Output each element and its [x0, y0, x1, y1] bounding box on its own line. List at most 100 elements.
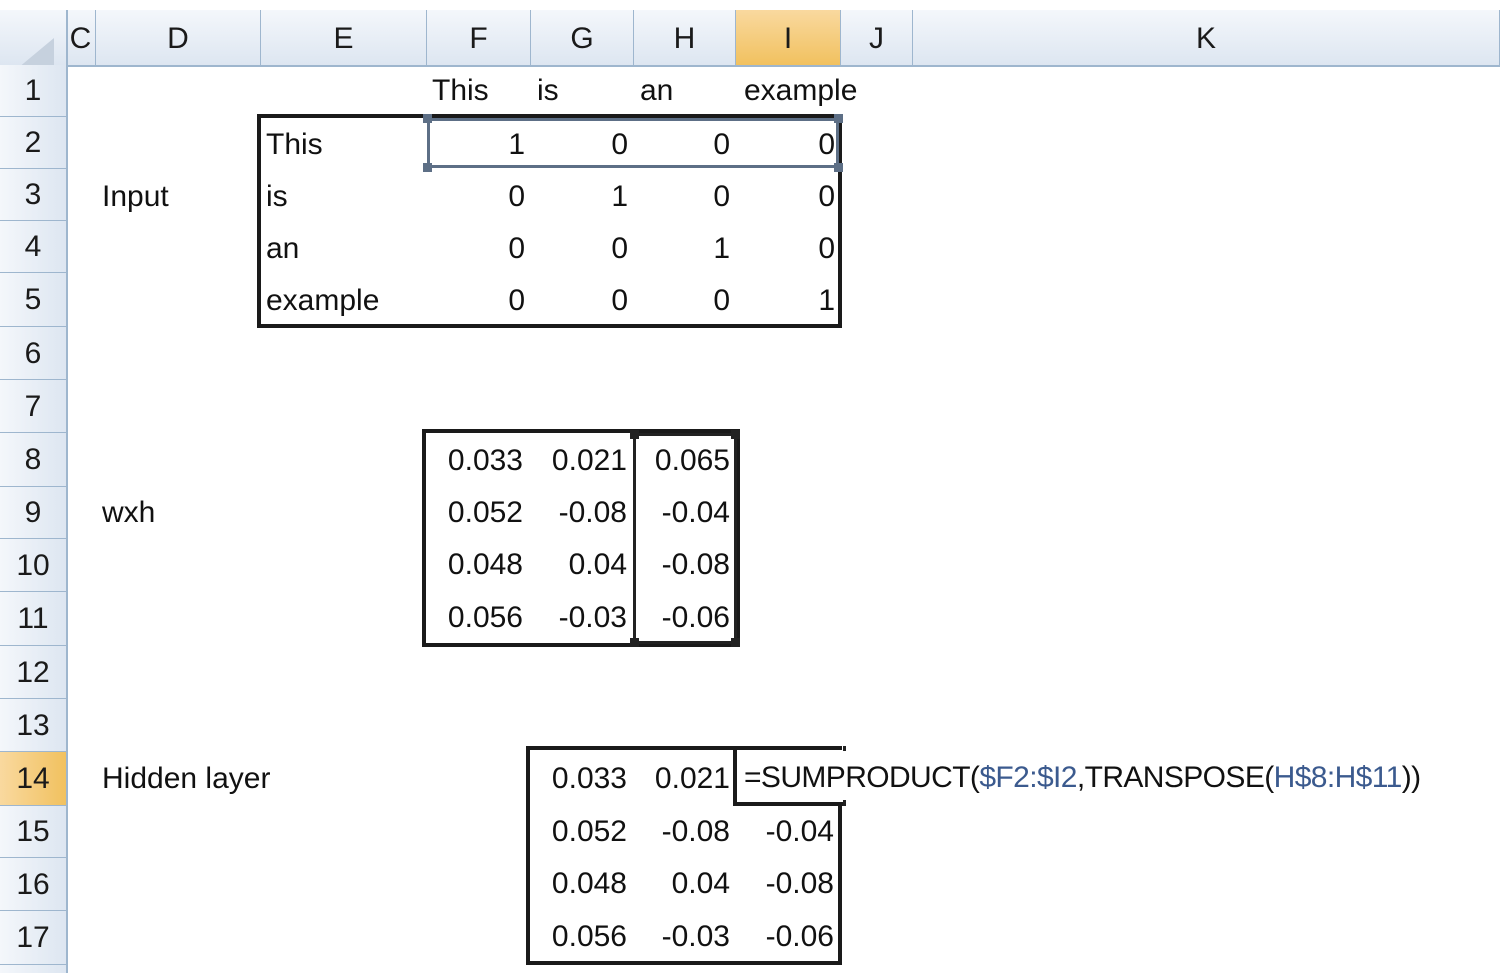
- hidden-matrix-border: [526, 746, 842, 965]
- range-handle[interactable]: [630, 430, 639, 439]
- hidden-cell[interactable]: 0.048: [551, 867, 627, 900]
- formula-reference-1: $F2:$I2: [979, 761, 1077, 794]
- range-handle[interactable]: [423, 163, 432, 172]
- wxh-cell[interactable]: 0.04: [568, 548, 627, 581]
- hidden-cell[interactable]: 0.04: [671, 867, 730, 900]
- hidden-cell[interactable]: -0.03: [661, 920, 730, 953]
- row-header-14[interactable]: 14: [0, 752, 66, 806]
- hidden-cell[interactable]: 0.052: [551, 815, 627, 848]
- input-row-label[interactable]: is: [266, 180, 288, 213]
- range-handle[interactable]: [423, 114, 432, 123]
- input-matrix-border: [257, 114, 842, 328]
- hidden-cell[interactable]: 0.033: [551, 762, 627, 795]
- range-handle[interactable]: [834, 163, 843, 172]
- input-cell[interactable]: 0: [713, 128, 730, 161]
- wxh-cell[interactable]: 0.052: [447, 496, 523, 529]
- column-header-e[interactable]: E: [261, 10, 427, 65]
- label-input[interactable]: Input: [102, 180, 169, 213]
- input-cell[interactable]: 0: [508, 180, 525, 213]
- input-cell[interactable]: 1: [508, 128, 525, 161]
- select-all-button[interactable]: [0, 10, 68, 68]
- column-header-f[interactable]: F: [427, 10, 531, 65]
- wxh-cell[interactable]: -0.06: [661, 601, 730, 634]
- hidden-cell[interactable]: 0.021: [654, 762, 730, 795]
- row-header-7[interactable]: 7: [0, 380, 66, 433]
- input-cell[interactable]: 1: [611, 180, 628, 213]
- row-header-6[interactable]: 6: [0, 327, 66, 380]
- range-handle[interactable]: [731, 638, 740, 647]
- input-cell[interactable]: 0: [818, 232, 835, 265]
- input-cell[interactable]: 0: [508, 284, 525, 317]
- cell-f1[interactable]: This: [432, 74, 489, 107]
- input-cell[interactable]: 0: [818, 180, 835, 213]
- row-header-13[interactable]: 13: [0, 699, 66, 752]
- hidden-cell[interactable]: -0.04: [765, 815, 834, 848]
- formula-function-2: ,TRANSPOSE(: [1076, 761, 1274, 794]
- row-header-5[interactable]: 5: [0, 273, 66, 327]
- row-header-2[interactable]: 2: [0, 117, 66, 169]
- cell-g1[interactable]: is: [537, 74, 559, 107]
- row-header-11[interactable]: 11: [0, 592, 66, 646]
- formula-close: )): [1401, 761, 1421, 794]
- range-highlight-h8-h11: [633, 433, 737, 644]
- input-cell[interactable]: 0: [611, 232, 628, 265]
- wxh-cell[interactable]: -0.03: [558, 601, 627, 634]
- row-header-1[interactable]: 1: [0, 65, 66, 117]
- input-cell[interactable]: 1: [713, 232, 730, 265]
- wxh-cell[interactable]: -0.04: [661, 496, 730, 529]
- range-handle[interactable]: [731, 430, 740, 439]
- row-header-4[interactable]: 4: [0, 221, 66, 273]
- hidden-cell[interactable]: -0.06: [765, 920, 834, 953]
- range-highlight-f2-i2: [427, 118, 839, 168]
- wxh-cell[interactable]: 0.048: [447, 548, 523, 581]
- formula-function: =SUMPRODUCT(: [744, 761, 980, 794]
- marker-dot: [843, 800, 846, 806]
- column-header-j[interactable]: J: [841, 10, 913, 65]
- column-header-i[interactable]: I: [736, 10, 841, 65]
- column-header-g[interactable]: G: [531, 10, 634, 65]
- cell-formula-editor[interactable]: =SUMPRODUCT($F2:$I2,TRANSPOSE(H$8:H$11)): [744, 752, 1421, 804]
- row-header-8[interactable]: 8: [0, 433, 66, 487]
- input-cell[interactable]: 0: [611, 128, 628, 161]
- select-all-triangle-icon: [18, 38, 54, 68]
- row-header-12[interactable]: 12: [0, 646, 66, 699]
- wxh-cell[interactable]: 0.056: [447, 601, 523, 634]
- row-header-17[interactable]: 17: [0, 911, 66, 965]
- column-header-c[interactable]: C: [66, 10, 96, 65]
- hidden-cell[interactable]: 0.056: [551, 920, 627, 953]
- wxh-cell[interactable]: -0.08: [558, 496, 627, 529]
- input-cell[interactable]: 1: [818, 284, 835, 317]
- cell-h1[interactable]: an: [640, 74, 674, 107]
- input-cell[interactable]: 0: [818, 128, 835, 161]
- wxh-cell[interactable]: 0.065: [654, 444, 730, 477]
- hidden-cell[interactable]: -0.08: [661, 815, 730, 848]
- row-header-15[interactable]: 15: [0, 806, 66, 858]
- cell-i1[interactable]: example: [744, 74, 858, 107]
- wxh-cell[interactable]: -0.08: [661, 548, 730, 581]
- hidden-cell[interactable]: -0.08: [765, 867, 834, 900]
- row-header-16[interactable]: 16: [0, 858, 66, 911]
- range-handle[interactable]: [630, 638, 639, 647]
- input-row-label[interactable]: an: [266, 232, 300, 265]
- input-cell[interactable]: 0: [713, 180, 730, 213]
- input-cell[interactable]: 0: [713, 284, 730, 317]
- input-cell[interactable]: 0: [508, 232, 525, 265]
- row-header-10[interactable]: 10: [0, 539, 66, 592]
- column-header-d[interactable]: D: [96, 10, 261, 65]
- input-row-label[interactable]: This: [266, 128, 323, 161]
- row-header-9[interactable]: 9: [0, 487, 66, 539]
- wxh-matrix-border: [422, 429, 740, 647]
- wxh-cell[interactable]: 0.033: [447, 444, 523, 477]
- marker-dot: [843, 746, 846, 751]
- column-header-h[interactable]: H: [634, 10, 736, 65]
- row-header-3[interactable]: 3: [0, 169, 66, 221]
- column-header-k[interactable]: K: [913, 10, 1500, 65]
- label-hidden-layer[interactable]: Hidden layer: [102, 762, 271, 795]
- active-cell-i14[interactable]: [733, 750, 843, 806]
- wxh-cell[interactable]: 0.021: [551, 444, 627, 477]
- input-row-label[interactable]: example: [266, 284, 380, 317]
- input-cell[interactable]: 0: [611, 284, 628, 317]
- label-wxh[interactable]: wxh: [102, 496, 156, 529]
- range-handle[interactable]: [834, 114, 843, 123]
